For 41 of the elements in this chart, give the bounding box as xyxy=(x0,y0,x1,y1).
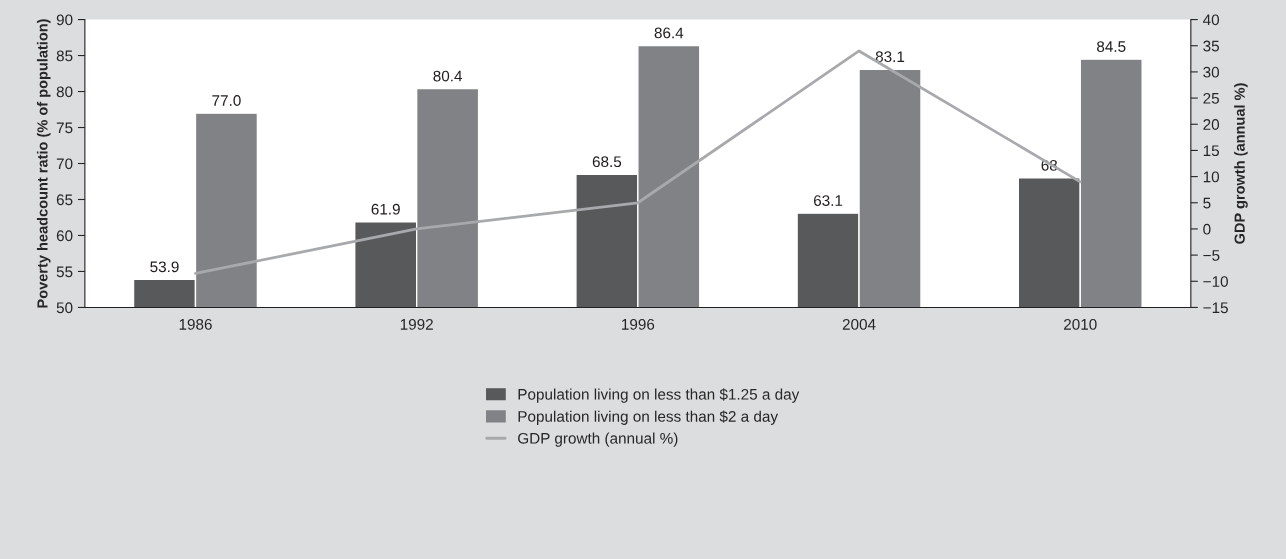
y2-tick-label: 15 xyxy=(1203,145,1219,157)
x-tick-label: 1986 xyxy=(179,318,212,330)
y-tick-label: 80 xyxy=(56,86,73,98)
y2-tick-label: 40 xyxy=(1202,14,1220,26)
y2-tick-label: 10 xyxy=(1203,171,1220,183)
y-tick-label: 50 xyxy=(56,302,73,314)
y2-tick-label: 30 xyxy=(1203,66,1220,78)
y2-tick-label: −5 xyxy=(1203,250,1220,261)
y2-tick-label: 5 xyxy=(1203,197,1211,209)
y2-tick-label: 20 xyxy=(1203,119,1220,130)
y2-tick-label: −10 xyxy=(1203,276,1228,287)
data-label: 53.9 xyxy=(150,261,179,273)
data-label: 63.1 xyxy=(813,195,843,206)
y-tick-label: 85 xyxy=(56,50,73,62)
y2-tick-label: −15 xyxy=(1203,302,1228,314)
data-label: 83.1 xyxy=(875,51,905,63)
y-tick-label: 75 xyxy=(56,122,73,134)
data-label: 80.4 xyxy=(433,70,463,82)
data-label: 68.5 xyxy=(592,156,622,168)
y2-tick-label: 0 xyxy=(1203,223,1211,235)
y2-axis-title: GDP growth (annual %) xyxy=(1234,83,1248,244)
y2-tick-label: 35 xyxy=(1203,40,1219,52)
y-tick-label: 65 xyxy=(56,194,73,206)
line-series xyxy=(194,49,1082,275)
y2-tick-label: 25 xyxy=(1203,92,1219,104)
y-tick-label: 90 xyxy=(56,14,73,26)
data-label: 77.0 xyxy=(212,95,241,106)
x-tick-label: 1996 xyxy=(622,318,655,330)
y-tick-label: 55 xyxy=(56,266,73,278)
y-axis-title: Poverty headcount ratio (% of population) xyxy=(36,19,51,308)
legend-label: Population living on less than $2 a day xyxy=(518,410,779,425)
x-tick-label: 2004 xyxy=(842,318,876,330)
data-label: 61.9 xyxy=(371,203,400,215)
legend-label: Population living on less than $1.25 a day xyxy=(518,388,800,403)
x-tick-label: 2010 xyxy=(1064,318,1097,330)
legend-label: GDP growth (annual %) xyxy=(518,432,678,447)
x-tick-label: 1992 xyxy=(400,318,433,330)
y-tick-label: 60 xyxy=(56,230,73,242)
data-label: 86.4 xyxy=(654,27,684,39)
data-label: 84.5 xyxy=(1097,41,1126,52)
y-tick-label: 70 xyxy=(56,158,73,170)
